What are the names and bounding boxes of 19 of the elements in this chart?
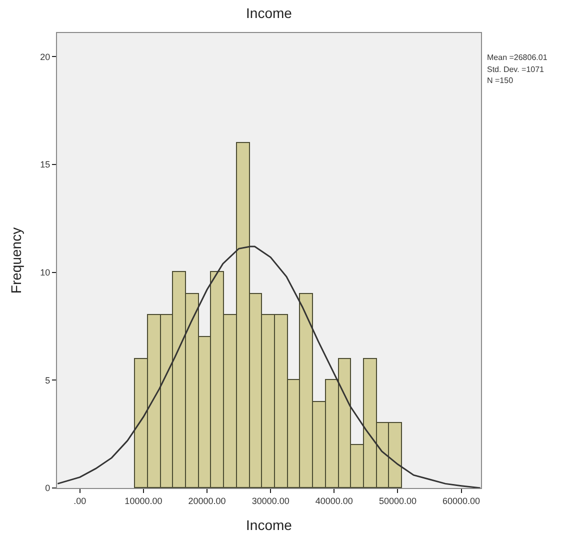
y-tick-label: 5	[45, 375, 50, 386]
x-tick-label: 10000.00	[124, 496, 162, 506]
x-tick-label: 30000.00	[252, 496, 290, 506]
text: Mean =26806.01	[487, 53, 548, 62]
x-tick-label: 50000.00	[378, 496, 417, 506]
y-tick-label: 10	[40, 268, 50, 278]
y-axis-title: Frequency	[8, 227, 24, 294]
chart-title: Income	[246, 4, 292, 21]
x-axis-title: Income	[246, 517, 292, 534]
line-series	[57, 246, 481, 488]
y-tick-label: 0	[45, 483, 50, 494]
x-tick-label: 40000.00	[315, 496, 353, 506]
x-tick-label: 20000.00	[188, 496, 226, 506]
y-tick-label: 20	[40, 52, 50, 62]
text: Std. Dev. =1071	[487, 65, 545, 74]
text: N =150	[487, 76, 514, 85]
x-tick-label: .00	[74, 496, 86, 506]
x-tick-label: 60000.00	[442, 496, 480, 506]
y-tick-label: 15	[40, 160, 50, 170]
